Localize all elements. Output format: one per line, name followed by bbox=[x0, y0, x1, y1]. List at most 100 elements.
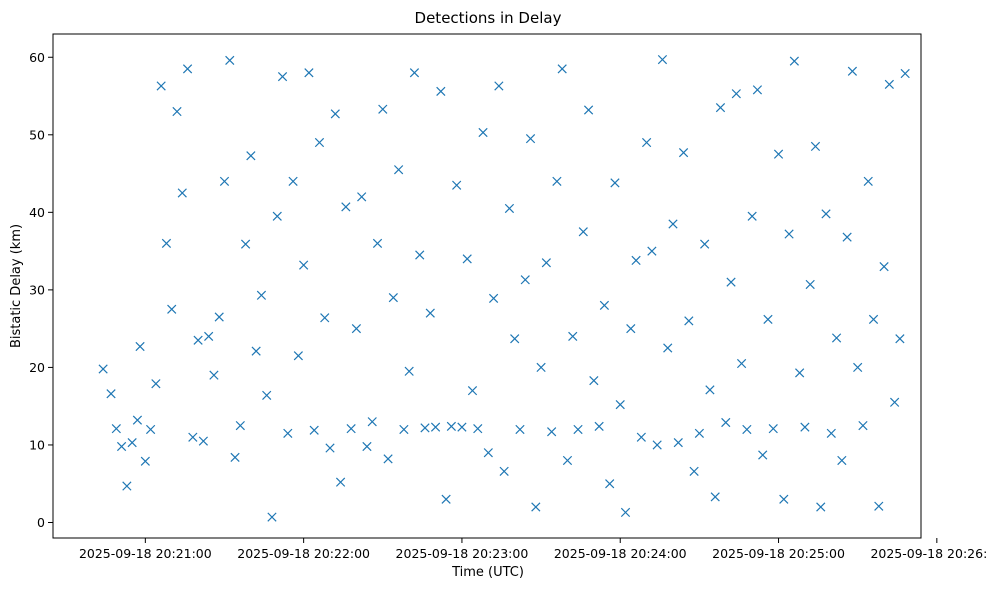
data-point bbox=[789, 56, 799, 66]
data-point bbox=[868, 314, 879, 324]
data-point bbox=[135, 341, 145, 352]
plot-frame bbox=[52, 33, 922, 539]
data-point bbox=[605, 479, 615, 489]
data-point bbox=[346, 424, 356, 434]
x-tick-label: 2025-09-18 20:23:00 bbox=[396, 546, 529, 561]
data-point bbox=[98, 364, 108, 374]
data-point bbox=[773, 149, 784, 159]
data-point bbox=[467, 386, 478, 396]
data-point bbox=[235, 420, 245, 431]
data-point bbox=[393, 165, 404, 175]
data-point bbox=[127, 438, 137, 448]
data-point bbox=[568, 331, 578, 342]
data-point bbox=[378, 104, 388, 114]
data-point bbox=[209, 370, 219, 380]
data-point bbox=[678, 148, 689, 158]
data-point bbox=[151, 379, 161, 389]
y-tick-label: 0 bbox=[37, 515, 45, 530]
data-point bbox=[747, 211, 757, 221]
data-point bbox=[372, 238, 383, 248]
data-point bbox=[541, 258, 551, 268]
data-point bbox=[837, 455, 847, 466]
data-point bbox=[657, 54, 668, 65]
data-point bbox=[684, 316, 694, 326]
data-point bbox=[116, 441, 127, 452]
data-point bbox=[225, 55, 235, 65]
data-point bbox=[615, 400, 625, 410]
data-point bbox=[847, 66, 858, 76]
data-point bbox=[256, 290, 267, 300]
data-point bbox=[599, 300, 610, 311]
data-point bbox=[589, 375, 599, 386]
x-tick-label: 2025-09-18 20:24:00 bbox=[554, 546, 687, 561]
data-point bbox=[510, 334, 520, 344]
data-point bbox=[499, 466, 509, 476]
data-point bbox=[742, 424, 752, 435]
data-point bbox=[652, 440, 662, 450]
data-point bbox=[583, 105, 594, 115]
data-point bbox=[246, 151, 256, 161]
data-point bbox=[488, 293, 499, 304]
data-point bbox=[478, 127, 488, 138]
data-point bbox=[446, 421, 457, 431]
data-point bbox=[647, 246, 657, 256]
data-point bbox=[367, 417, 377, 427]
y-tick-label: 40 bbox=[29, 205, 45, 220]
data-point bbox=[631, 255, 641, 266]
data-point bbox=[520, 275, 530, 285]
data-point bbox=[731, 89, 741, 99]
data-point bbox=[320, 313, 330, 323]
data-point bbox=[668, 219, 678, 229]
data-point bbox=[795, 368, 805, 378]
data-point bbox=[309, 425, 319, 435]
data-point bbox=[784, 229, 794, 239]
data-point bbox=[863, 176, 873, 186]
data-point bbox=[362, 441, 372, 452]
data-point bbox=[831, 333, 842, 343]
data-point bbox=[895, 334, 905, 344]
data-point bbox=[473, 424, 483, 434]
data-point bbox=[557, 64, 567, 74]
data-point bbox=[457, 422, 467, 432]
data-point bbox=[810, 141, 821, 152]
x-tick-label: 2025-09-18 20:21:00 bbox=[79, 546, 212, 561]
data-point bbox=[140, 456, 150, 466]
data-point bbox=[525, 134, 536, 144]
y-axis-ticks: 0 10 20 30 40 50 60 bbox=[29, 50, 53, 530]
data-point bbox=[122, 481, 132, 491]
data-point bbox=[230, 452, 240, 462]
data-point bbox=[504, 203, 515, 214]
data-point bbox=[325, 443, 335, 453]
data-point bbox=[425, 308, 435, 318]
chart-title: Detections in Delay bbox=[415, 9, 562, 27]
x-tick-label: 2025-09-18 20:22:00 bbox=[237, 546, 370, 561]
data-point bbox=[172, 106, 182, 117]
y-tick-label: 10 bbox=[29, 437, 45, 452]
data-point bbox=[193, 335, 203, 345]
data-point bbox=[562, 455, 573, 466]
data-point bbox=[351, 324, 362, 334]
data-point bbox=[177, 188, 187, 198]
data-point bbox=[277, 72, 288, 82]
data-point bbox=[858, 420, 868, 431]
data-point bbox=[182, 64, 193, 74]
data-point bbox=[884, 79, 894, 90]
data-point bbox=[710, 492, 720, 502]
data-point bbox=[552, 176, 562, 186]
data-point bbox=[357, 192, 367, 202]
y-tick-label: 50 bbox=[29, 127, 45, 142]
data-point bbox=[721, 417, 731, 428]
data-point bbox=[673, 438, 683, 448]
data-point bbox=[879, 261, 889, 272]
data-point bbox=[383, 454, 393, 464]
data-point bbox=[610, 178, 620, 188]
data-points bbox=[98, 54, 910, 522]
data-point bbox=[304, 68, 314, 78]
data-point bbox=[700, 239, 710, 249]
data-point bbox=[111, 424, 121, 434]
y-tick-label: 20 bbox=[29, 360, 45, 375]
data-point bbox=[399, 424, 409, 435]
data-point bbox=[752, 85, 763, 95]
data-point bbox=[779, 494, 789, 504]
